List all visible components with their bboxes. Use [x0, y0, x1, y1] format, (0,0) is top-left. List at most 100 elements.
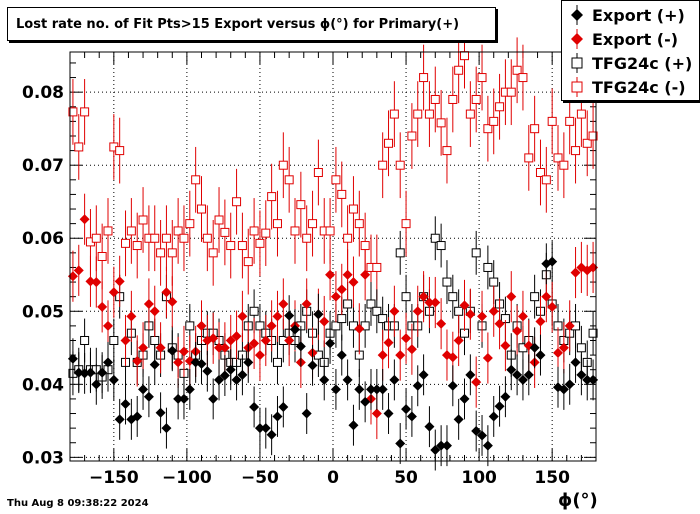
x-axis-label: ϕ(°): [558, 490, 598, 511]
point-tfg24c: [167, 248, 177, 258]
point-export: [412, 380, 423, 391]
legend-marker-tfg-minus: [562, 75, 592, 99]
point-export: [214, 342, 225, 353]
point-tfg24c: [302, 233, 312, 243]
point-export: [161, 287, 172, 298]
point-tfg24c: [331, 321, 341, 331]
point-tfg24c: [460, 51, 469, 61]
point-tfg24c: [337, 189, 347, 199]
point-export: [254, 423, 265, 434]
point-tfg24c: [372, 306, 382, 316]
x-tick-label: −150: [89, 468, 139, 488]
point-tfg24c: [430, 94, 440, 104]
point-export: [307, 360, 318, 371]
point-tfg24c: [483, 124, 493, 134]
point-export: [138, 384, 149, 395]
point-export: [453, 414, 464, 425]
point-export: [564, 379, 575, 390]
point-tfg24c: [471, 248, 481, 258]
point-tfg24c: [553, 153, 563, 163]
point-export: [401, 404, 412, 415]
legend-label: TFG24c (-): [592, 77, 686, 97]
point-tfg24c: [97, 252, 107, 261]
point-export: [167, 296, 178, 307]
point-export: [301, 408, 312, 419]
point-export: [155, 407, 166, 418]
legend-marker-tfg-plus: [562, 51, 592, 75]
point-export: [360, 269, 371, 280]
point-export: [535, 316, 546, 327]
point-tfg24c: [413, 109, 423, 119]
point-tfg24c: [506, 87, 516, 97]
point-export: [237, 369, 248, 380]
point-tfg24c: [121, 238, 131, 248]
legend-item-tfg-minus: TFG24c (-): [562, 75, 698, 99]
point-export: [301, 298, 312, 309]
point-export: [319, 316, 330, 327]
point-tfg24c: [255, 238, 265, 248]
point-export: [132, 411, 143, 422]
point-export: [453, 335, 464, 346]
y-tick-label: 0.07: [22, 156, 64, 176]
legend-item-tfg-plus: TFG24c (+): [562, 51, 698, 75]
point-export: [406, 411, 417, 422]
point-tfg24c: [454, 306, 464, 316]
point-tfg24c: [80, 335, 90, 345]
timestamp: Thu Aug 8 09:38:22 2024: [7, 498, 149, 509]
point-tfg24c: [150, 335, 160, 345]
point-export: [517, 374, 528, 385]
point-tfg24c: [384, 138, 394, 148]
point-export: [348, 277, 359, 288]
point-export: [547, 256, 558, 267]
point-export: [447, 380, 458, 391]
x-tick-label: −50: [241, 468, 279, 488]
point-tfg24c: [150, 233, 160, 243]
point-export: [441, 440, 452, 451]
point-tfg24c: [483, 262, 493, 272]
point-export: [488, 306, 499, 317]
point-tfg24c: [115, 146, 125, 156]
point-export: [196, 320, 207, 331]
point-export: [102, 357, 113, 368]
point-tfg24c: [208, 248, 218, 258]
point-tfg24c: [191, 175, 201, 185]
point-export: [319, 374, 330, 385]
point-tfg24c: [179, 233, 189, 243]
point-tfg24c: [237, 241, 247, 251]
point-tfg24c: [535, 168, 545, 178]
point-export: [494, 401, 505, 412]
point-tfg24c: [74, 142, 84, 152]
point-tfg24c: [343, 299, 353, 309]
point-export: [120, 335, 131, 346]
point-export: [114, 276, 125, 287]
point-export: [272, 411, 283, 422]
legend-marker-export-minus: [562, 27, 592, 51]
point-export: [97, 301, 108, 312]
point-export: [208, 393, 219, 404]
legend-label: TFG24c (+): [592, 53, 693, 73]
point-export: [517, 311, 528, 322]
point-tfg24c: [495, 102, 505, 112]
point-export: [108, 287, 119, 298]
x-tick-label: 0: [327, 468, 339, 488]
point-export: [447, 352, 458, 363]
point-export: [477, 311, 488, 322]
point-export: [231, 374, 242, 385]
point-export: [138, 342, 149, 353]
point-export: [85, 367, 96, 378]
point-export: [325, 338, 336, 349]
point-tfg24c: [185, 219, 195, 229]
point-export: [377, 384, 388, 395]
point-export: [178, 393, 189, 404]
point-export: [500, 340, 511, 351]
point-tfg24c: [267, 192, 277, 202]
point-export: [418, 369, 429, 380]
point-export: [214, 374, 225, 385]
point-export: [582, 374, 593, 385]
point-export: [389, 306, 400, 317]
point-export: [412, 306, 423, 317]
legend-item-export-plus: Export (+): [562, 3, 698, 27]
point-export: [342, 269, 353, 280]
point-export: [383, 408, 394, 419]
point-export: [120, 399, 131, 410]
